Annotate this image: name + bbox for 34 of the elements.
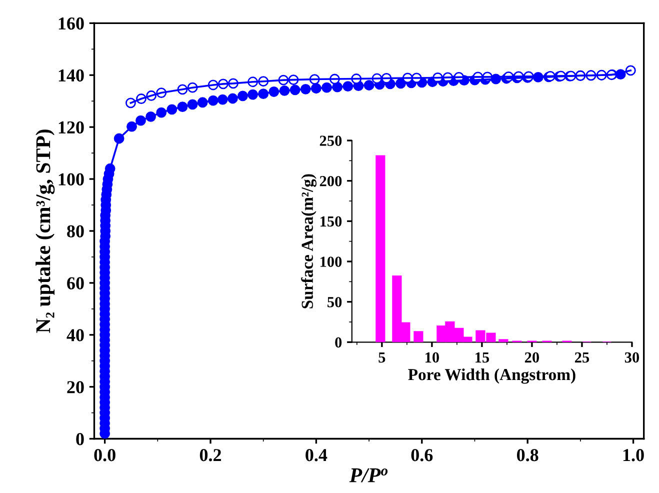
x-axis-title: Pore Width (Angstrom) (408, 368, 576, 384)
x-tick-label: 20 (524, 352, 540, 363)
x-tick-label: 0.0 (94, 449, 116, 462)
x-tick-label: 10 (426, 352, 439, 363)
x-tick-label: 0.2 (200, 449, 222, 462)
bar (376, 155, 386, 342)
y-tick-label: 250 (320, 136, 342, 146)
x-tick-label: 0.8 (516, 449, 538, 462)
bar (414, 331, 424, 342)
y-tick-label: 200 (320, 176, 342, 186)
y-axis-title: N₂ uptake (cm³/g, STP) (36, 130, 55, 333)
x-tick-label: 30 (624, 352, 640, 363)
y-tick-label: 60 (67, 277, 84, 290)
x-tick-label: 5 (378, 352, 386, 363)
x-tick-label: 1.0 (623, 449, 644, 462)
x-tick-label: 0.4 (306, 449, 328, 462)
y-tick-label: 160 (58, 17, 84, 30)
x-tick-label: 25 (574, 352, 590, 363)
y-tick-label: 100 (58, 173, 84, 186)
y-tick-label: 120 (58, 121, 84, 134)
y-tick-label: 40 (66, 329, 84, 342)
x-axis-title: P/P$^{o}$ (349, 468, 388, 482)
y-tick-label: 0 (335, 337, 342, 348)
y-tick-label: 140 (58, 69, 84, 82)
y-axis-title: Surface Area(m²/g) (301, 174, 316, 308)
y-tick-label: 20 (67, 381, 84, 394)
y-tick-label: 150 (320, 216, 342, 227)
y-tick-label: 50 (328, 296, 342, 308)
y-tick-label: 100 (320, 256, 342, 267)
y-tick-label: 0 (76, 433, 84, 446)
x-tick-label: 15 (476, 352, 490, 363)
bar (498, 339, 508, 342)
x-tick-label: 0.6 (411, 449, 433, 462)
y-tick-label: 80 (67, 225, 84, 238)
